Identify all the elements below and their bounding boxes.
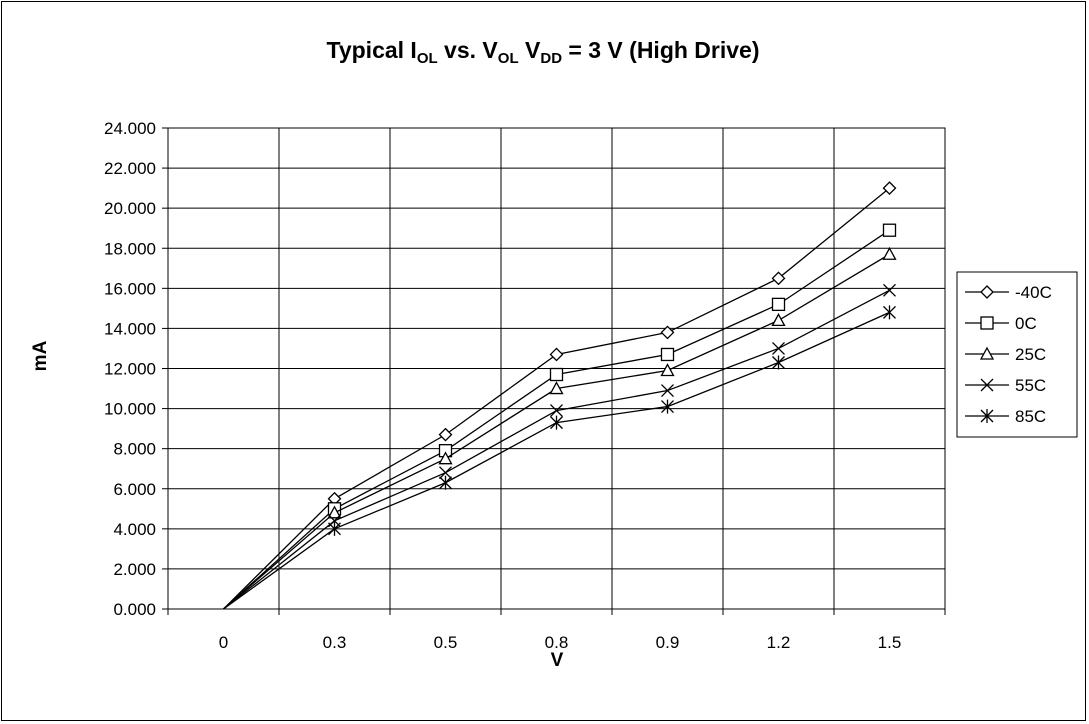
- triangle-marker: [660, 363, 675, 377]
- square-marker: [771, 297, 786, 312]
- x-tick-label: 0.8: [545, 633, 569, 652]
- legend-label: 85C: [1015, 407, 1046, 426]
- y-tick-label: 4.000: [113, 520, 156, 539]
- y-axis-ticks: 0.000 2.000 4.000 6.000 8.000 10.000 12.000 14.…: [104, 119, 168, 619]
- star-marker: [328, 521, 341, 536]
- y-tick-label: 2.000: [113, 560, 156, 579]
- triangle-marker: [882, 246, 897, 260]
- square-marker: [549, 367, 564, 382]
- y-tick-label: 6.000: [113, 480, 156, 499]
- legend-item: 25C: [965, 345, 1046, 364]
- series-group: [223, 181, 897, 610]
- x-axis-ticks: 0 0.3 0.5 0.8 0.9 1.2 1.5: [167, 609, 946, 652]
- title-subscript: OL: [498, 50, 519, 67]
- x-tick-label: 0.5: [434, 633, 458, 652]
- legend-item: 0C: [965, 314, 1037, 333]
- series-0C: [223, 223, 897, 610]
- x-tick-label: 1.2: [767, 633, 791, 652]
- diamond-marker: [771, 271, 786, 286]
- square-marker: [980, 316, 994, 330]
- y-tick-label: 16.000: [104, 279, 156, 298]
- legend-label: 55C: [1015, 376, 1046, 395]
- x-tick-label: 1.5: [878, 633, 902, 652]
- legend: -40C 0C 25C 55C 85C: [956, 271, 1078, 438]
- y-tick-label: 12.000: [104, 360, 156, 379]
- y-tick-label: 18.000: [104, 239, 156, 258]
- triangle-marker: [771, 313, 786, 327]
- triangle-marker: [979, 346, 995, 360]
- legend-item: -40C: [965, 283, 1052, 302]
- y-tick-label: 24.000: [104, 119, 156, 138]
- y-tick-label: 20.000: [104, 199, 156, 218]
- diamond-marker: [438, 427, 453, 442]
- title-part: vs. V: [438, 37, 499, 63]
- title-part: Typical I: [327, 37, 417, 63]
- series-85C: [223, 305, 896, 610]
- title-part: = 3 V (High Drive): [562, 37, 759, 63]
- triangle-marker: [438, 451, 453, 465]
- x-marker: [661, 384, 674, 398]
- y-axis-label: mA: [30, 340, 51, 371]
- legend-label: -40C: [1015, 283, 1052, 302]
- y-tick-label: 22.000: [104, 159, 156, 178]
- series-55C: [223, 283, 896, 610]
- star-marker: [439, 475, 452, 490]
- legend-item: 85C: [965, 407, 1046, 426]
- triangle-marker: [549, 381, 564, 395]
- x-marker: [772, 341, 785, 355]
- x-marker: [980, 378, 994, 392]
- x-marker: [439, 466, 452, 480]
- series-25C: [223, 246, 897, 610]
- y-tick-label: 10.000: [104, 400, 156, 419]
- star-marker: [550, 415, 563, 430]
- grid: [168, 127, 945, 610]
- square-marker: [882, 223, 897, 237]
- diamond-marker: [549, 347, 564, 362]
- star-marker: [661, 399, 674, 414]
- y-tick-label: 0.000: [113, 600, 156, 619]
- x-marker: [550, 404, 563, 418]
- diamond-marker: [660, 325, 675, 340]
- diamond-marker: [882, 181, 897, 196]
- triangle-marker: [327, 505, 342, 519]
- y-tick-label: 14.000: [104, 319, 156, 338]
- legend-item: 55C: [965, 376, 1046, 395]
- series--40C: [223, 181, 897, 610]
- star-marker: [883, 305, 896, 320]
- legend-label: 0C: [1015, 314, 1037, 333]
- title-subscript: DD: [540, 50, 562, 67]
- title-part: V: [519, 37, 541, 63]
- square-marker: [660, 347, 675, 362]
- x-tick-label: 0: [219, 633, 228, 652]
- chart-title: Typical IOL vs. VOL VDD = 3 V (High Driv…: [327, 37, 760, 67]
- x-axis-label: V: [551, 650, 564, 671]
- diamond-marker: [980, 285, 994, 299]
- x-tick-label: 0.3: [323, 633, 347, 652]
- star-marker: [772, 355, 785, 370]
- legend-label: 25C: [1015, 345, 1046, 364]
- y-tick-label: 8.000: [113, 440, 156, 459]
- star-marker: [980, 409, 994, 423]
- x-marker: [883, 283, 896, 297]
- x-tick-label: 0.9: [656, 633, 680, 652]
- title-subscript: OL: [417, 50, 438, 67]
